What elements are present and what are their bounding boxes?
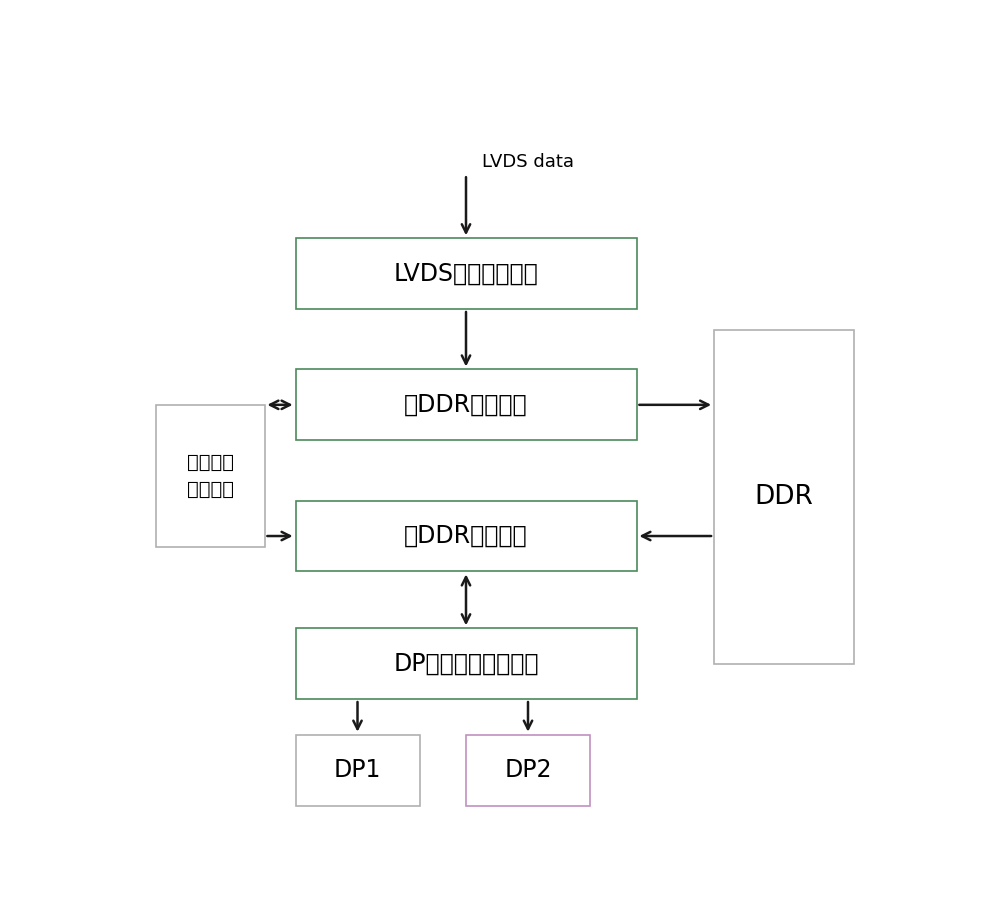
Bar	[296, 628, 637, 699]
Text: 读DDR处理模块: 读DDR处理模块	[404, 524, 528, 548]
Text: DP2: DP2	[504, 758, 552, 782]
Bar	[156, 405, 264, 547]
Bar	[296, 735, 420, 806]
Bar	[714, 331, 854, 664]
Text: LVDS数据处理模块: LVDS数据处理模块	[394, 262, 538, 286]
Text: DP1: DP1	[334, 758, 381, 782]
Bar	[296, 239, 637, 309]
Text: 读写地址
控制模块: 读写地址 控制模块	[187, 453, 234, 498]
Bar	[296, 501, 637, 571]
Text: 写DDR处理模块: 写DDR处理模块	[404, 393, 528, 417]
Text: DDR: DDR	[754, 484, 813, 510]
Text: DP输出数据处理模块: DP输出数据处理模块	[393, 652, 539, 676]
Bar	[466, 735, 590, 806]
Bar	[296, 369, 637, 440]
Text: LVDS data: LVDS data	[482, 153, 574, 170]
